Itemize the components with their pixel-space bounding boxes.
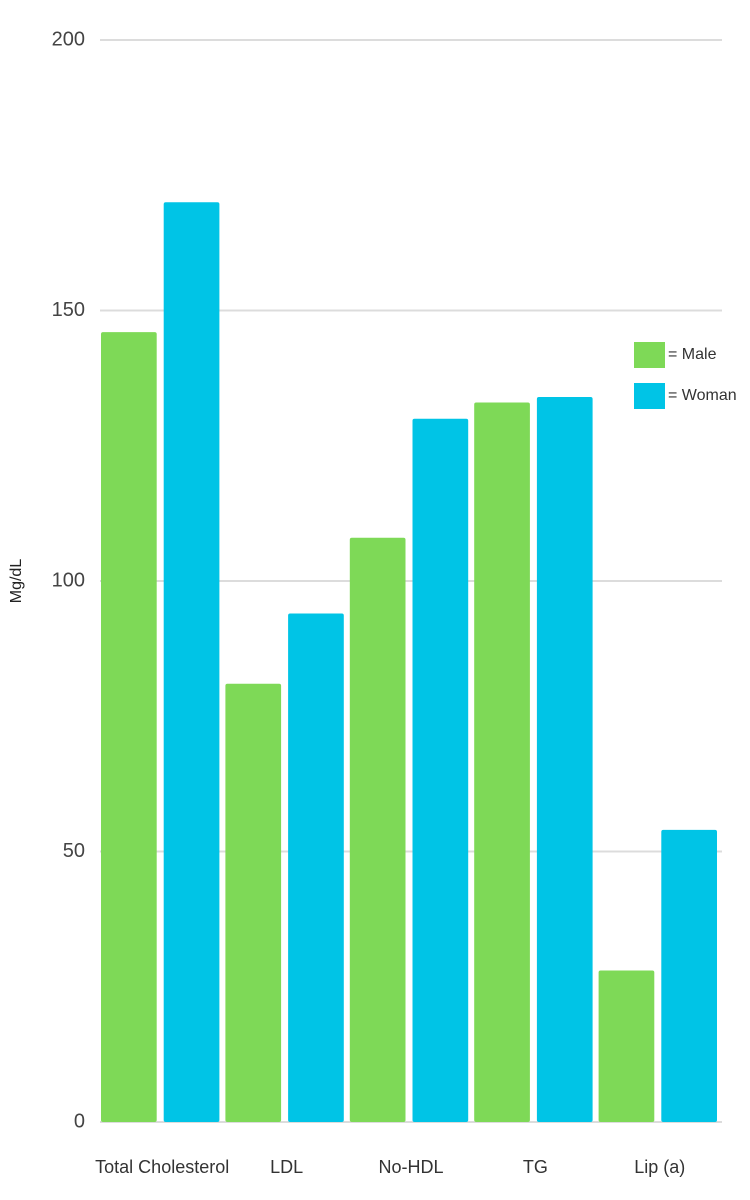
bar (101, 332, 157, 1122)
bar (225, 683, 282, 1122)
bar (536, 397, 593, 1122)
x-tick-label: Lip (a) (634, 1157, 685, 1177)
x-tick-label: TG (523, 1157, 548, 1177)
bar (288, 613, 344, 1122)
legend-label: = Male (668, 346, 717, 363)
x-tick-label: No-HDL (378, 1157, 443, 1177)
y-axis-label: Mg/dL (8, 559, 25, 604)
bar (661, 829, 717, 1122)
legend-swatch (634, 383, 665, 409)
bar (474, 402, 530, 1123)
legend-label: = Woman (668, 387, 737, 404)
bar (163, 202, 220, 1123)
bar (598, 970, 655, 1122)
bar (349, 537, 406, 1122)
y-tick-label: 50 (63, 840, 85, 862)
legend-swatch (634, 342, 665, 368)
y-tick-label: 0 (74, 1110, 85, 1132)
y-tick-label: 100 (52, 569, 85, 591)
y-tick-label: 150 (52, 299, 85, 321)
y-tick-label: 200 (52, 28, 85, 50)
bar (412, 418, 469, 1122)
x-tick-label: LDL (270, 1157, 303, 1177)
x-tick-label: Total Cholesterol (95, 1157, 229, 1177)
